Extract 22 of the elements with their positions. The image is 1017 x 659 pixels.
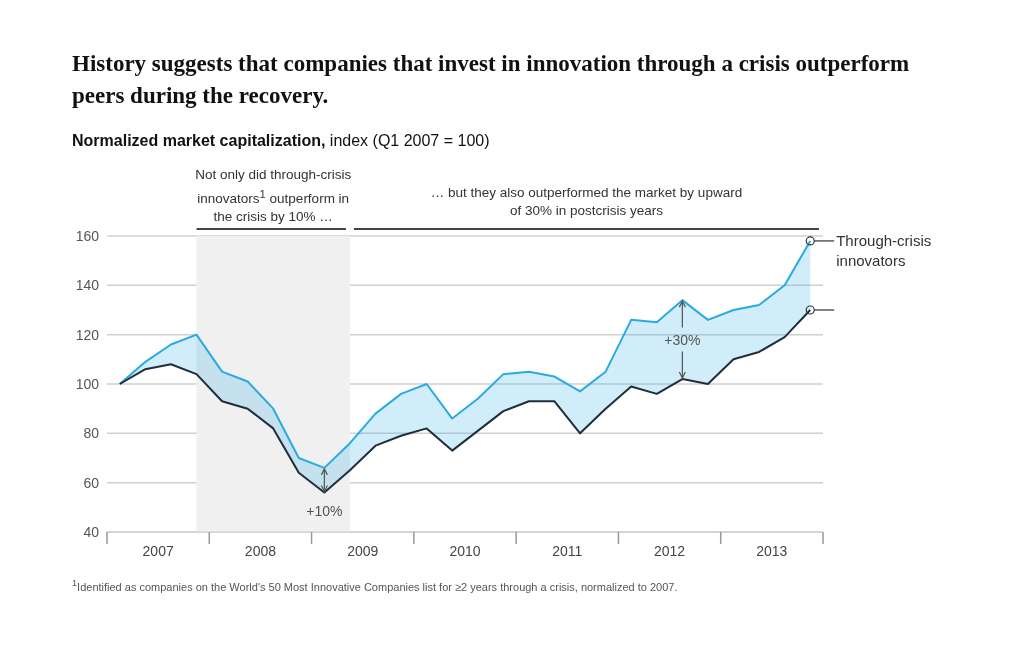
y-tick-label: 60 <box>83 474 100 491</box>
text: $^{1}$Identified as companies on the World's 50 Most Innovative Companies list for ≥2 years through a crisis, normalized to 2007. <box>72 578 678 593</box>
text: … but they also outperformed the market by upward of 30% in postcrisis years <box>430 185 743 218</box>
y-tick-label: 120 <box>75 326 100 343</box>
y-tick-label: 100 <box>75 375 100 392</box>
x-tick-label: 2010 <box>449 543 481 559</box>
x-tick-label: 2007 <box>142 543 174 559</box>
annotation: +30% <box>664 331 701 348</box>
x-tick-label: 2013 <box>756 543 788 559</box>
x-tick-label: 2012 <box>653 543 686 559</box>
y-tick-label: 140 <box>75 277 100 294</box>
legend-label: Through-crisis innovators <box>836 231 932 269</box>
chart-title: History suggests that companies that invest in innovation through a crisis outperform peers during the recovery. <box>72 51 910 108</box>
y-tick-label: 80 <box>83 425 100 442</box>
y-tick-label: 160 <box>75 227 100 244</box>
x-tick-label: 2011 <box>552 543 583 559</box>
x-tick-label: 2009 <box>347 543 379 559</box>
y-tick-label: 40 <box>83 523 100 540</box>
annotation: +10% <box>306 502 343 519</box>
chart-subtitle: Normalized market capitalization, index (Q1 2007 = 100) <box>72 132 490 149</box>
x-tick-label: 2008 <box>244 543 277 559</box>
text: Not only did through-crisis innovators$^{1}$ outperform in the crisis by 10% … <box>195 167 352 224</box>
